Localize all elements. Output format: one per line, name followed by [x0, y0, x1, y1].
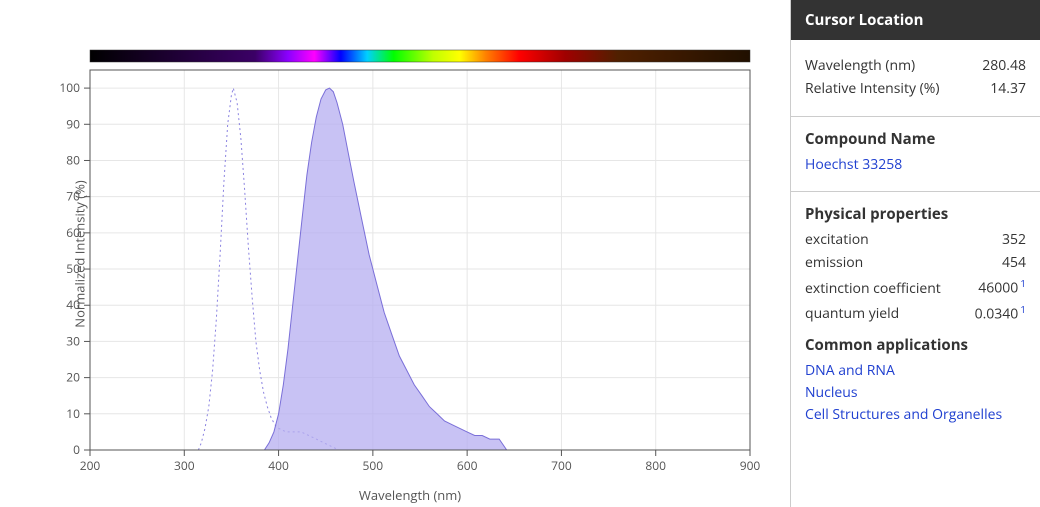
compound-section: Compound Name Hoechst 33258	[791, 117, 1040, 192]
physical-value: 352	[1002, 230, 1026, 249]
physical-section: Physical properties excitation 352 emissio…	[791, 192, 1040, 331]
x-axis-label: Wavelength (nm)	[50, 486, 770, 504]
cursor-wavelength-value: 280.48	[982, 56, 1026, 75]
compound-title: Compound Name	[805, 129, 1026, 149]
cursor-intensity-value: 14.37	[990, 79, 1026, 98]
application-link[interactable]: DNA and RNA	[805, 361, 1026, 380]
svg-text:0: 0	[73, 441, 80, 458]
physical-label: excitation	[805, 230, 869, 249]
physical-label: extinction coefficient	[805, 279, 941, 298]
visible-spectrum-bar	[90, 50, 750, 62]
physical-row: extinction coefficient 460001	[805, 276, 1026, 298]
svg-text:100: 100	[59, 79, 80, 96]
apps-title: Common applications	[805, 335, 1026, 355]
spectrum-chart[interactable]: 2003004005006007008009000102030405060708…	[10, 10, 770, 480]
app-root: Normalized Intensity (%) 200300400500600…	[0, 0, 1040, 507]
svg-text:30: 30	[66, 332, 80, 349]
physical-label: quantum yield	[805, 304, 899, 323]
chart-panel: Normalized Intensity (%) 200300400500600…	[0, 0, 790, 507]
physical-value: 460001	[978, 276, 1026, 298]
svg-text:300: 300	[174, 457, 195, 474]
physical-value: 0.03401	[975, 302, 1026, 324]
compound-name-link[interactable]: Hoechst 33258	[805, 155, 1026, 174]
svg-text:80: 80	[66, 151, 80, 168]
physical-value: 454	[1002, 253, 1026, 272]
svg-text:600: 600	[457, 457, 478, 474]
applications-section: Common applications DNA and RNA Nucleus Ce…	[791, 331, 1040, 441]
svg-text:700: 700	[551, 457, 572, 474]
svg-text:10: 10	[66, 405, 80, 422]
physical-row: quantum yield 0.03401	[805, 302, 1026, 324]
reference-superscript[interactable]: 1	[1020, 276, 1026, 290]
application-link[interactable]: Nucleus	[805, 383, 1026, 402]
cursor-location-header: Cursor Location	[791, 0, 1040, 40]
reference-superscript[interactable]: 1	[1020, 302, 1026, 316]
cursor-wavelength-label: Wavelength (nm)	[805, 56, 915, 75]
svg-text:800: 800	[645, 457, 666, 474]
application-link[interactable]: Cell Structures and Organelles	[805, 405, 1026, 424]
physical-row: excitation 352	[805, 230, 1026, 249]
svg-text:900: 900	[740, 457, 761, 474]
physical-row: emission 454	[805, 253, 1026, 272]
svg-text:20: 20	[66, 369, 80, 386]
svg-text:400: 400	[268, 457, 289, 474]
cursor-intensity-row: Relative Intensity (%) 14.37	[805, 79, 1026, 98]
cursor-location-section: Wavelength (nm) 280.48 Relative Intensit…	[791, 40, 1040, 117]
svg-text:90: 90	[66, 115, 80, 132]
svg-text:500: 500	[363, 457, 384, 474]
physical-title: Physical properties	[805, 204, 1026, 224]
sidebar: Cursor Location Wavelength (nm) 280.48 R…	[790, 0, 1040, 507]
y-axis-label: Normalized Intensity (%)	[71, 180, 89, 327]
cursor-intensity-label: Relative Intensity (%)	[805, 79, 939, 98]
cursor-wavelength-row: Wavelength (nm) 280.48	[805, 56, 1026, 75]
physical-label: emission	[805, 253, 863, 272]
svg-text:200: 200	[80, 457, 101, 474]
